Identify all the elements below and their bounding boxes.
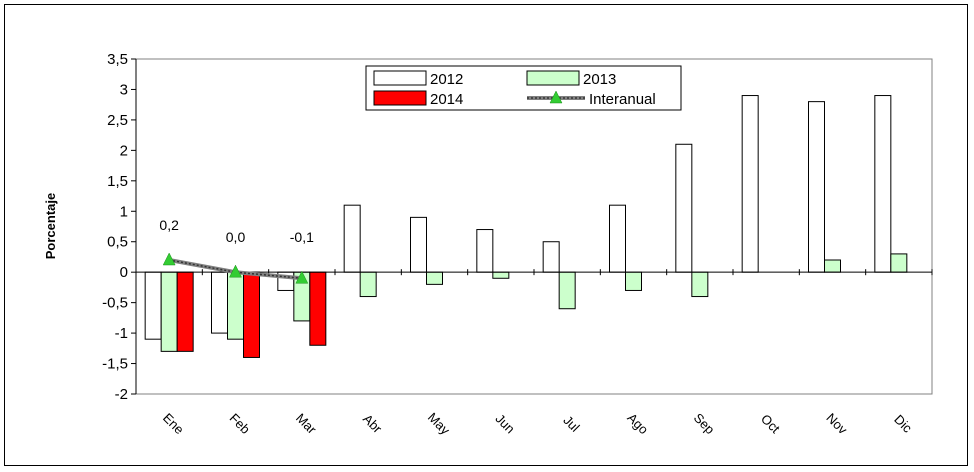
bar-2013-Nov xyxy=(824,259,841,273)
bar-2014-Feb xyxy=(243,271,260,358)
legend-marker xyxy=(549,90,563,104)
x-tick-label-Nov: Nov xyxy=(823,410,850,437)
legend-swatch-2012 xyxy=(373,70,427,86)
interanual-marker xyxy=(295,270,309,284)
bars-layer xyxy=(144,95,908,358)
bar-2012-Nov xyxy=(808,101,825,273)
y-axis-label: Porcentaje xyxy=(43,193,58,259)
bar-2013-May xyxy=(426,271,443,285)
bar-2013-Jul xyxy=(558,271,576,310)
interanual-data-label: -0,1 xyxy=(290,229,314,245)
bar-2013-Jun xyxy=(492,271,510,279)
y-tick-label: -0,5 xyxy=(102,295,128,312)
y-tick-label: -1,5 xyxy=(102,356,128,373)
bar-2012-Oct xyxy=(741,95,759,273)
y-tick-label: -1 xyxy=(115,325,128,342)
y-tick-label: 3 xyxy=(120,81,128,98)
x-tick-label-Jun: Jun xyxy=(492,411,517,436)
y-tick-label: 1 xyxy=(120,203,128,220)
legend: 2012 2013 2014 Interanual xyxy=(365,65,682,111)
bar-2013-Sep xyxy=(691,271,709,298)
bar-2012-Jul xyxy=(542,241,560,273)
y-tick-label: 2,5 xyxy=(107,112,128,129)
bar-2013-Dic xyxy=(890,253,908,273)
x-tick-label-Mar: Mar xyxy=(293,410,320,437)
bar-2013-Abr xyxy=(359,271,377,298)
bar-2012-Abr xyxy=(343,204,361,273)
y-tick-label: -2 xyxy=(115,386,128,403)
bar-2014-Mar xyxy=(309,271,327,346)
bar-2013-Feb xyxy=(227,271,244,340)
legend-label-2012: 2012 xyxy=(430,71,463,88)
bar-2012-May xyxy=(410,216,427,273)
bar-2013-Ene xyxy=(160,271,178,352)
x-tick-label-Sep: Sep xyxy=(691,410,718,437)
legend-label-2013: 2013 xyxy=(583,71,616,88)
interanual-data-label: 0,2 xyxy=(159,217,179,233)
bar-2012-Jun xyxy=(476,229,494,273)
legend-swatch-2014 xyxy=(373,90,427,106)
interanual-marker xyxy=(162,252,176,266)
legend-label-Interanual: Interanual xyxy=(589,91,656,108)
bar-2012-Ago xyxy=(609,204,626,273)
bar-2013-Ago xyxy=(625,271,642,291)
y-tick-label: 2 xyxy=(120,142,128,159)
interanual-data-label: 0,0 xyxy=(226,229,246,245)
interanual-marker xyxy=(229,264,242,278)
x-tick-label-Dic: Dic xyxy=(891,412,915,436)
chart-frame xyxy=(4,4,968,466)
x-tick-label-Abr: Abr xyxy=(360,411,385,436)
x-tick-label-Ago: Ago xyxy=(624,410,651,437)
bar-2012-Sep xyxy=(675,143,693,273)
y-tick-label: 0 xyxy=(120,264,128,281)
y-tick-label: 0,5 xyxy=(107,234,128,251)
legend-swatch-2013 xyxy=(526,70,580,86)
legend-label-2014: 2014 xyxy=(430,91,463,108)
bar-2012-Feb xyxy=(211,271,228,334)
bar-2012-Ene xyxy=(144,271,162,340)
x-tick-label-Feb: Feb xyxy=(227,410,253,436)
y-tick-label: 3,5 xyxy=(107,51,128,68)
bar-2014-Ene xyxy=(176,271,194,352)
bar-2012-Dic xyxy=(874,95,892,273)
y-tick-label: 1,5 xyxy=(107,173,128,190)
x-tick-label-Oct: Oct xyxy=(758,411,783,436)
interanual-line-layer: 0,2 0,0 -0,1 xyxy=(159,217,314,284)
x-tick-label-Jul: Jul xyxy=(560,412,582,434)
x-tick-label-Ene: Ene xyxy=(160,410,187,437)
x-tick-label-May: May xyxy=(425,410,453,438)
